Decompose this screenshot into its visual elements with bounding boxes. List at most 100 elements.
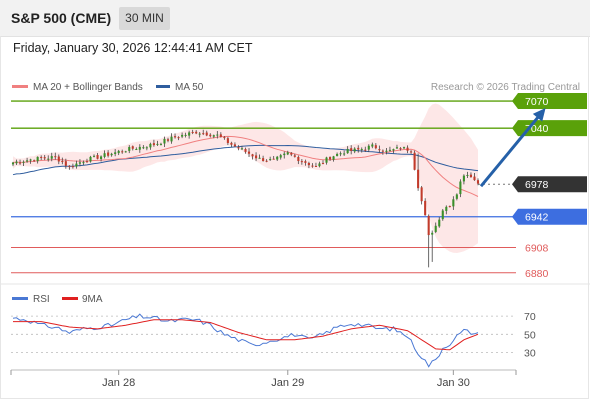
level-label-6942: 6942 (525, 212, 549, 224)
candle-body (318, 163, 321, 167)
candle-body (406, 147, 409, 151)
candle-body (36, 156, 39, 162)
candle-body (367, 145, 370, 150)
candle-body (184, 134, 187, 136)
rsi-ma-line (13, 319, 479, 351)
candle-body (64, 161, 67, 166)
candle-body (43, 157, 46, 159)
candle-body (452, 199, 455, 207)
candle-body (149, 143, 152, 148)
candle-body (29, 159, 32, 161)
candle-body (251, 154, 254, 157)
ma50-legend-label: MA 50 (175, 82, 204, 93)
candle-body (40, 156, 43, 158)
candle-body (455, 194, 458, 199)
candle-body (364, 149, 367, 151)
candle-body (138, 146, 141, 150)
candle-body (82, 162, 85, 164)
candle-body (420, 187, 423, 202)
candle-body (385, 150, 388, 152)
candle-body (212, 135, 215, 137)
candle-body (47, 158, 50, 160)
timestamp: Friday, January 30, 2026 12:44:41 AM CET (13, 41, 253, 55)
candle-body (445, 206, 448, 211)
candle-body (121, 151, 124, 153)
interval-button[interactable]: 30 MIN (119, 7, 170, 30)
candle-body (205, 132, 208, 136)
forecast-arrow-shaft (479, 111, 543, 188)
candle-body (371, 144, 374, 147)
candle-body (166, 139, 170, 141)
candle-body (181, 134, 184, 137)
ma20-legend-label: MA 20 + Bollinger Bands (33, 82, 143, 93)
candle-body (469, 174, 473, 178)
candle-body (462, 175, 465, 182)
candle-body (145, 147, 148, 149)
bollinger-band (13, 103, 478, 253)
candle-body (272, 158, 275, 160)
candle-body (399, 148, 402, 150)
candle-body (360, 149, 363, 151)
candle-body (50, 156, 53, 159)
candle-body (103, 153, 106, 157)
candle-body (427, 215, 430, 236)
ma50-legend-swatch (156, 85, 170, 88)
candle-body (156, 143, 159, 145)
candle-body (311, 165, 314, 167)
candle-body (258, 157, 261, 159)
candle-body (395, 147, 399, 149)
candle-body (476, 180, 480, 184)
level-label-6978: 6978 (525, 179, 549, 191)
rsi-tick-70: 70 (524, 311, 536, 323)
candle-body (381, 150, 384, 152)
candle-body (392, 149, 395, 151)
candle-body (240, 148, 244, 150)
candle-body (434, 225, 437, 232)
candle-body (54, 156, 57, 158)
candle-body (283, 153, 286, 156)
candle-body (332, 156, 335, 160)
candle-body (300, 161, 303, 163)
level-tag-7070 (512, 93, 587, 110)
candle-body (388, 149, 391, 151)
candle-body (195, 131, 198, 134)
candle-body (233, 144, 236, 147)
candle-body (402, 147, 406, 149)
candle-body (350, 148, 353, 151)
chart-header: S&P 500 (CME) 30 MIN (0, 0, 590, 37)
candle-body (15, 161, 18, 164)
rsi-plot-area: 70 50 30 (11, 311, 536, 368)
forecast-arrow-head (532, 108, 546, 122)
candle-body (247, 151, 251, 154)
x-axis: Jan 28 Jan 29 Jan 30 (10, 370, 517, 389)
candle-body (142, 147, 145, 149)
candle-body (328, 157, 332, 160)
candle-body (191, 131, 194, 133)
candle-body (343, 153, 346, 155)
candle-body (307, 162, 310, 166)
candle-body (417, 169, 420, 189)
candle-body (314, 165, 318, 167)
candle-body (269, 159, 272, 161)
candle-body (128, 146, 131, 151)
candle-body (353, 148, 356, 152)
candle-body (152, 143, 155, 146)
level-label-7070: 7070 (525, 96, 549, 108)
candle-body (346, 148, 349, 154)
level-tag-6978 (512, 176, 587, 193)
x-tick-label: Jan 28 (102, 377, 135, 389)
rsi-tick-50: 50 (524, 329, 536, 341)
chart-frame (0, 36, 589, 399)
candle-body (26, 160, 29, 162)
candle-body (78, 162, 81, 164)
candle-body (265, 160, 268, 162)
candle-body (262, 158, 265, 162)
candle-body (11, 162, 15, 165)
candle-body (223, 137, 226, 139)
candle-body (159, 143, 163, 145)
candle-body (441, 210, 444, 220)
candle-body (378, 149, 381, 151)
rsi-legend: RSI 9MA (12, 294, 103, 305)
candle-body (304, 161, 307, 163)
candle-body (100, 156, 103, 159)
